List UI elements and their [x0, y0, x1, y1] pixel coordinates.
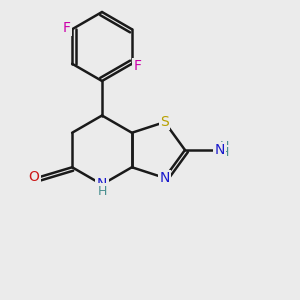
Text: H: H — [97, 184, 107, 198]
Text: O: O — [28, 170, 39, 184]
Text: S: S — [160, 115, 169, 129]
Text: H: H — [219, 146, 229, 159]
Text: F: F — [133, 59, 141, 73]
Text: H: H — [219, 140, 229, 154]
Text: N: N — [214, 143, 225, 157]
Text: N: N — [160, 171, 170, 185]
Text: N: N — [97, 178, 107, 191]
Text: F: F — [63, 21, 71, 35]
